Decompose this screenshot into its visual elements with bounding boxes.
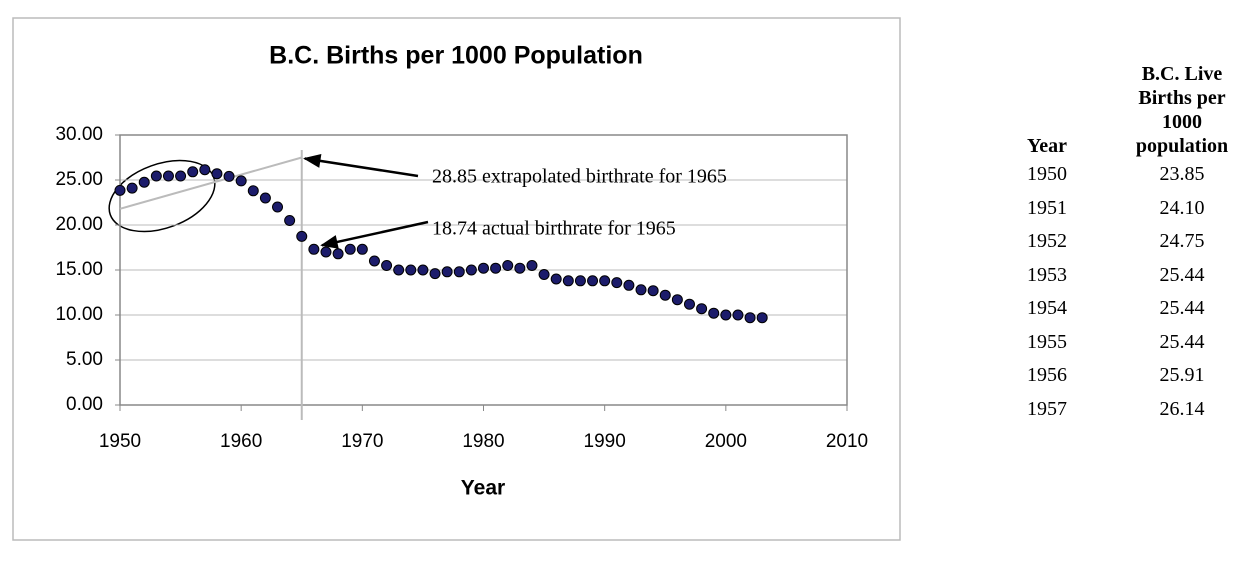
table-cell: 24.75 (1159, 230, 1205, 252)
data-point (478, 262, 489, 274)
data-point (490, 262, 502, 274)
data-point (381, 260, 393, 271)
table-cell: 23.85 (1159, 163, 1205, 185)
table-header: Year (1027, 135, 1067, 157)
data-point (259, 192, 271, 204)
x-tick-label: 1970 (341, 431, 383, 452)
table-cell: 1952 (1027, 230, 1067, 252)
table-cell: 24.10 (1159, 196, 1205, 219)
data-point (441, 266, 453, 278)
data-point (235, 175, 247, 187)
annotation-arrow (303, 153, 419, 178)
x-tick-label: 2000 (705, 431, 747, 452)
data-point (623, 279, 635, 291)
table-cell: 1955 (1027, 330, 1067, 353)
table-cell: 1953 (1027, 263, 1067, 286)
data-point (368, 255, 380, 267)
data-point (538, 269, 550, 280)
table-cell: 25.44 (1159, 263, 1205, 286)
data-point (393, 264, 405, 276)
data-point (574, 275, 586, 287)
data-point (247, 185, 259, 197)
data-point (732, 309, 744, 321)
table-cell: 25.91 (1159, 364, 1205, 386)
x-tick-label: 1950 (99, 431, 141, 452)
data-point (429, 268, 441, 280)
y-tick-label: 25.00 (55, 169, 103, 190)
data-point (138, 176, 150, 188)
data-point (126, 182, 138, 194)
y-tick-label: 15.00 (55, 259, 103, 280)
data-point (659, 289, 671, 301)
data-point (635, 284, 647, 296)
annotation-arrow (320, 220, 429, 249)
data-point (587, 275, 599, 287)
x-tick-label: 1990 (584, 431, 626, 452)
data-point (356, 243, 368, 255)
x-axis-label: Year (461, 477, 505, 500)
data-point (308, 243, 320, 255)
data-point (162, 170, 174, 182)
data-point (199, 164, 211, 176)
data-point (708, 307, 720, 319)
data-point (272, 201, 284, 213)
table-cell: 1954 (1027, 297, 1067, 319)
table-header: B.C. Live Births per 1000 population (1135, 63, 1229, 157)
table-cell: 25.44 (1159, 330, 1205, 353)
data-point (320, 246, 332, 258)
data-point (599, 275, 611, 287)
y-tick-label: 5.00 (66, 349, 103, 370)
data-point (175, 170, 187, 182)
table-cell: 1957 (1027, 397, 1067, 420)
chart-frame (12, 17, 901, 541)
data-point (562, 275, 574, 287)
data-point (296, 230, 308, 242)
data-point (211, 168, 223, 180)
plot-area (119, 134, 848, 406)
data-point (344, 243, 356, 255)
data-point (465, 264, 477, 276)
y-tick-label: 30.00 (55, 124, 103, 145)
data-point (744, 312, 756, 324)
table-cell: 26.14 (1159, 397, 1205, 420)
data-point (647, 285, 659, 297)
y-tick-label: 10.00 (55, 304, 103, 325)
x-tick-label: 2010 (826, 431, 868, 452)
data-point (720, 309, 732, 321)
data-point (526, 260, 538, 271)
x-tick-label: 1960 (220, 431, 262, 452)
table-cell: 1950 (1027, 163, 1067, 185)
data-point (514, 262, 526, 274)
trend-line (119, 156, 303, 210)
data-point (671, 294, 683, 306)
y-tick-label: 0.00 (66, 394, 103, 415)
data-point (611, 277, 623, 289)
annotation: 28.85 extrapolated birthrate for 1965 (432, 166, 727, 188)
data-point (502, 260, 514, 271)
y-tick-label: 20.00 (55, 214, 103, 235)
data-point (417, 264, 429, 276)
x-tick-label: 1980 (462, 431, 504, 452)
data-point (756, 312, 768, 324)
data-point (683, 298, 695, 310)
data-point (696, 303, 708, 315)
data-point (550, 273, 562, 285)
annotation: 18.74 actual birthrate for 1965 (432, 218, 676, 240)
table-cell: 1951 (1027, 196, 1067, 219)
data-point (150, 170, 162, 182)
data-point (223, 170, 235, 182)
table-cell: 1956 (1027, 364, 1067, 386)
chart-title: B.C. Births per 1000 Population (269, 42, 643, 70)
data-point (453, 266, 465, 278)
chart: B.C. Births per 1000 Population Year 0.0… (12, 17, 901, 541)
data-point (332, 248, 344, 260)
data-point (284, 215, 296, 226)
table-cell: 25.44 (1159, 297, 1205, 319)
data-point (114, 184, 126, 196)
data-point (405, 264, 417, 276)
data-point (187, 166, 199, 178)
